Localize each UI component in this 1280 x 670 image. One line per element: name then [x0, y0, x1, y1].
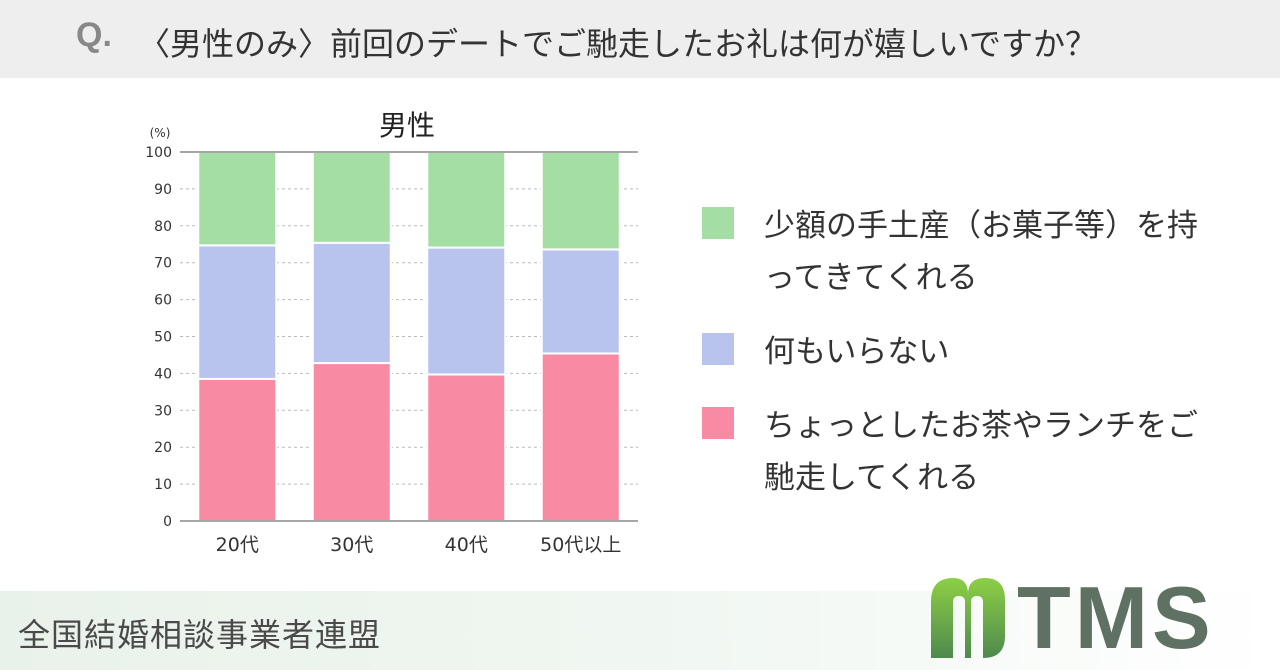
bar-segment-4-1 [540, 352, 621, 522]
y-tick-label-90: 90 [154, 182, 172, 198]
legend-item-nothing: 何もいらない [702, 326, 1262, 378]
bar-segment-3-1 [426, 373, 507, 522]
bar-segment-3-3 [426, 151, 507, 249]
chart-title: 男性 [379, 109, 435, 142]
legend-swatch-nothing [702, 333, 734, 365]
y-tick-label-10: 10 [154, 477, 172, 493]
bar-segment-3-2 [426, 246, 507, 376]
y-tick-label-60: 60 [154, 293, 172, 309]
legend-item-treat: ちょっとしたお茶やランチをご馳走してくれる [702, 400, 1262, 504]
legend-swatch-gift [702, 207, 734, 239]
bar-segment-2-2 [311, 241, 392, 365]
y-tick-label-70: 70 [154, 256, 172, 272]
logo-text: TMS [1017, 568, 1215, 667]
y-tick-label-100: 100 [145, 145, 172, 161]
bar-segment-2-1 [311, 362, 392, 522]
footer-band [0, 591, 1280, 670]
x-tick-label-1: 20代 [216, 534, 259, 556]
question-text: 〈男性のみ〉前回のデートでご馳走したお礼は何が嬉しいですか？ [138, 25, 1098, 63]
organization-name: 全国結婚相談事業者連盟 [18, 616, 382, 654]
tms-logo: TMS [925, 568, 1265, 667]
bar-segment-4-3 [540, 151, 621, 251]
tms-m-leaf-icon [931, 578, 1005, 658]
y-tick-label-50: 50 [154, 330, 172, 346]
x-tick-label-4: 50代以上 [540, 534, 621, 556]
y-tick-label-0: 0 [163, 514, 172, 530]
bar-segment-4-2 [540, 248, 621, 355]
bar-segment-1-3 [197, 151, 278, 247]
y-tick-label-20: 20 [154, 440, 172, 456]
bar-segment-2-3 [311, 151, 392, 244]
question-header: Q. 〈男性のみ〉前回のデートでご馳走したお礼は何が嬉しいですか？ [0, 0, 1280, 78]
bar-segment-1-2 [197, 244, 278, 380]
legend-label-treat: ちょっとしたお茶やランチをご馳走してくれる [764, 408, 1198, 496]
legend-label-gift: 少額の手土産（お菓子等）を持ってきてくれる [764, 208, 1198, 296]
stacked-bar-chart: 男性 (%) 0 10 20 30 40 50 60 70 80 90 100 20代 30代 40代 50… [145, 109, 638, 556]
x-tick-label-2: 30代 [330, 534, 373, 556]
y-axis-unit-label: (%) [150, 126, 171, 140]
chart-legend: 少額の手土産（お菓子等）を持ってきてくれる 何もいらない ちょっとしたお茶やラン… [702, 200, 1262, 526]
bar-segment-1-1 [197, 377, 278, 522]
legend-item-gift: 少額の手土産（お菓子等）を持ってきてくれる [702, 200, 1262, 304]
legend-label-nothing: 何もいらない [764, 334, 950, 370]
x-tick-label-3: 40代 [445, 534, 488, 556]
y-tick-label-30: 30 [154, 403, 172, 419]
question-label: Q. [76, 16, 112, 54]
y-tick-label-40: 40 [154, 366, 172, 382]
y-tick-label-80: 80 [154, 219, 172, 235]
legend-swatch-treat [702, 407, 734, 439]
